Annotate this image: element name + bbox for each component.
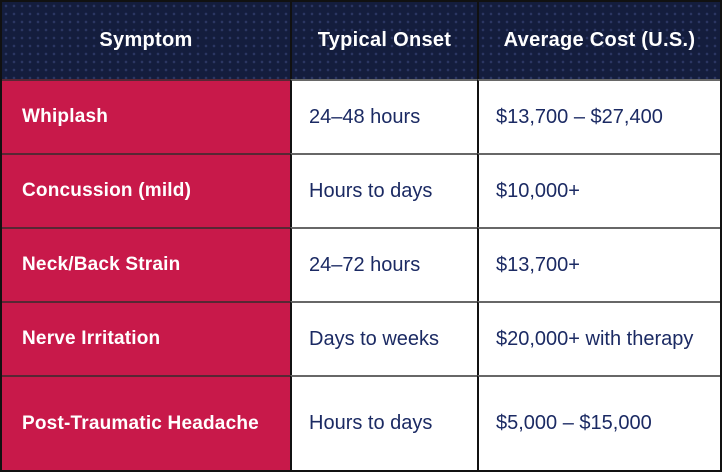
onset-cell: 24–48 hours [290, 79, 477, 153]
cost-cell: $13,700 – $27,400 [477, 79, 720, 153]
symptom-cell: Post-Traumatic Headache [2, 375, 290, 470]
onset-cell: Hours to days [290, 375, 477, 470]
table-row: Concussion (mild) Hours to days $10,000+ [2, 153, 720, 227]
column-header-average-cost: Average Cost (U.S.) [477, 2, 720, 79]
table-row: Neck/Back Strain 24–72 hours $13,700+ [2, 227, 720, 301]
column-header-typical-onset: Typical Onset [290, 2, 477, 79]
cost-cell: $13,700+ [477, 227, 720, 301]
cost-cell: $5,000 – $15,000 [477, 375, 720, 470]
table-header-row: Symptom Typical Onset Average Cost (U.S.… [2, 2, 720, 79]
onset-cell: Days to weeks [290, 301, 477, 375]
column-header-symptom: Symptom [2, 2, 290, 79]
symptom-cell: Whiplash [2, 79, 290, 153]
onset-cell: 24–72 hours [290, 227, 477, 301]
table-row: Post-Traumatic Headache Hours to days $5… [2, 375, 720, 470]
cost-cell: $20,000+ with therapy [477, 301, 720, 375]
cost-cell: $10,000+ [477, 153, 720, 227]
symptom-cell: Nerve Irritation [2, 301, 290, 375]
symptom-cell: Concussion (mild) [2, 153, 290, 227]
symptom-cell: Neck/Back Strain [2, 227, 290, 301]
table-row: Whiplash 24–48 hours $13,700 – $27,400 [2, 79, 720, 153]
table-row: Nerve Irritation Days to weeks $20,000+ … [2, 301, 720, 375]
onset-cell: Hours to days [290, 153, 477, 227]
